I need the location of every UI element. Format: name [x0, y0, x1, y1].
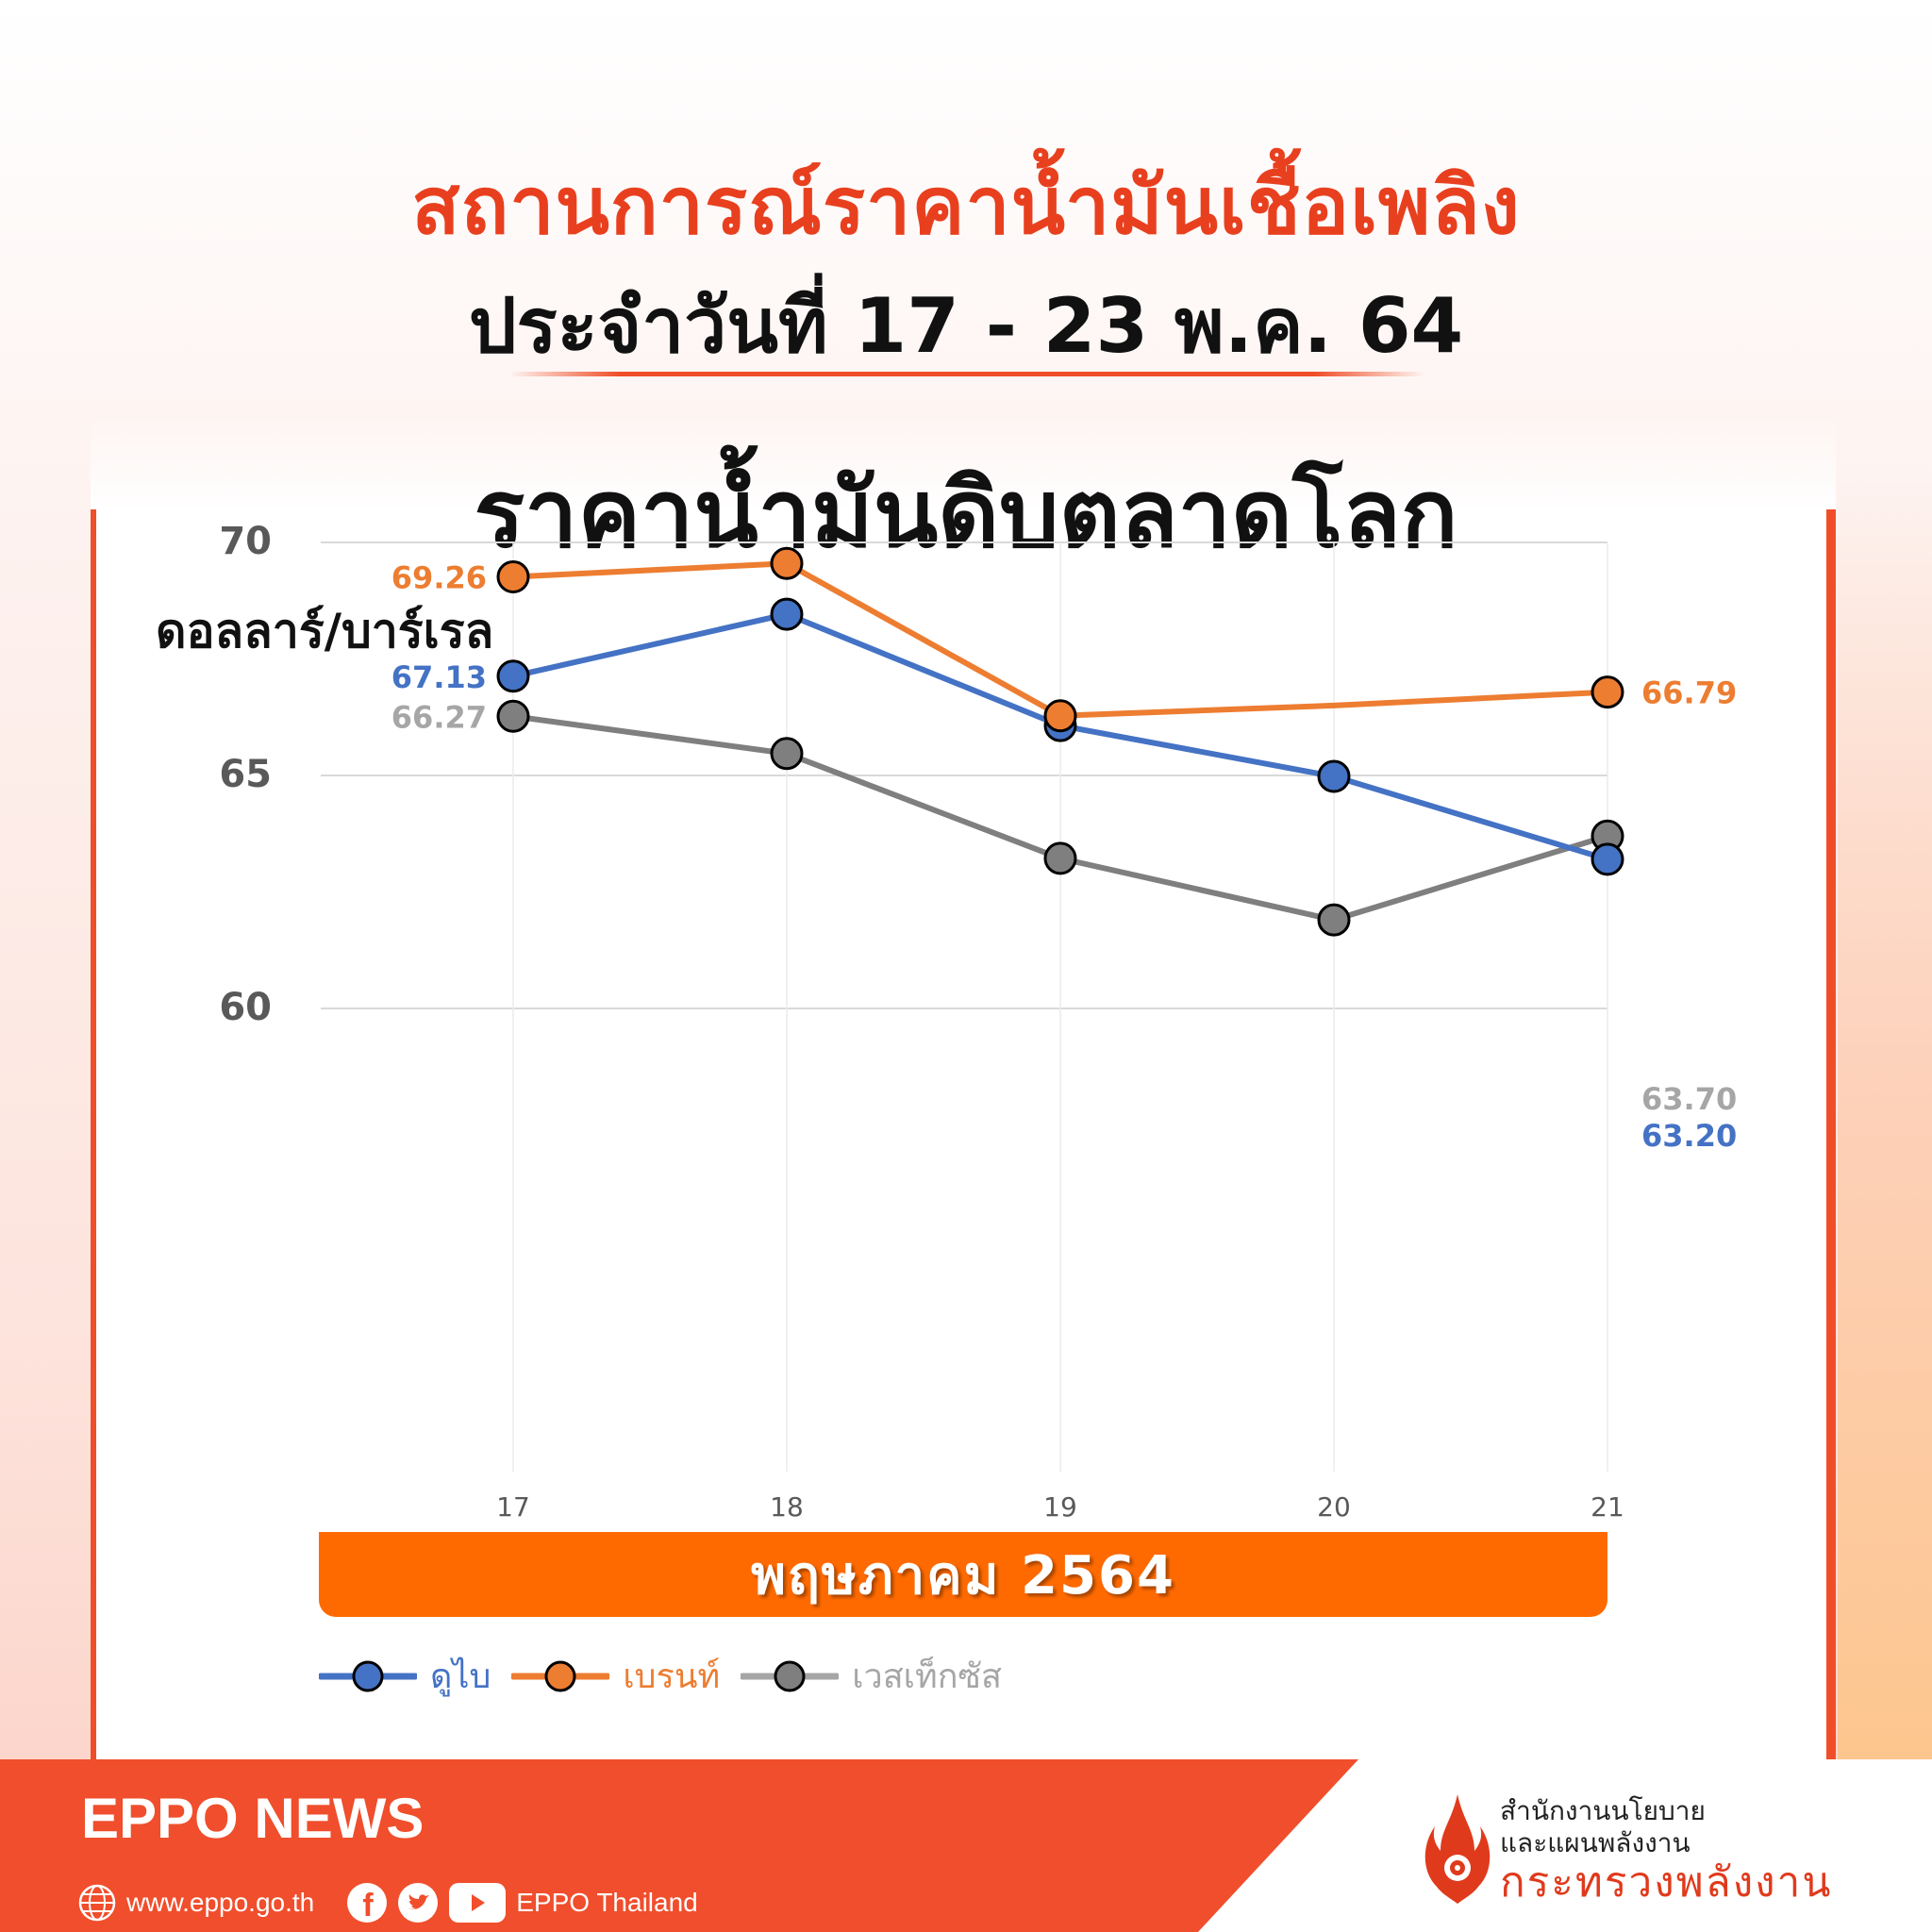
org-line-1: สำนักงานนโยบาย	[1500, 1795, 1706, 1826]
chart-grid	[321, 541, 1608, 1472]
data-value-label: 67.13	[391, 659, 487, 695]
data-value-label: 66.27	[391, 699, 487, 735]
chart-legend: ดูไบ เบรนท์ เวสเท็กซัส	[319, 1649, 1002, 1703]
x-tick-label: 18	[770, 1491, 804, 1523]
legend-label: เบรนท์	[623, 1657, 721, 1696]
data-point-marker	[770, 597, 804, 631]
data-value-label: 63.70	[1641, 1081, 1737, 1117]
legend-marker-icon	[741, 1660, 840, 1691]
social-links: www.eppo.go.th f EPPO Thailand	[77, 1882, 698, 1924]
data-value-label: 63.20	[1641, 1118, 1737, 1154]
legend-marker-icon	[511, 1660, 610, 1691]
data-point-marker	[1591, 842, 1624, 876]
website-link[interactable]: www.eppo.go.th	[126, 1888, 315, 1917]
y-tick-label: 60	[219, 986, 272, 1029]
brand-name: EPPO NEWS	[81, 1787, 425, 1850]
org-line-2: และแผนพลังงาน	[1500, 1827, 1690, 1858]
x-tick-label: 21	[1591, 1491, 1624, 1523]
date-range: ประจำวันที่ 17 - 23 พ.ค. 64	[468, 282, 1464, 370]
globe-icon	[77, 1883, 117, 1923]
ministry-name: กระทรวงพลังงาน	[1500, 1858, 1833, 1907]
title-divider	[509, 372, 1424, 376]
organization-name: สำนักงานนโยบาย และแผนพลังงาน กระทรวงพลัง…	[1500, 1795, 1832, 1907]
data-point-marker	[1317, 759, 1351, 793]
data-value-label: 69.26	[391, 560, 487, 596]
y-tick-label: 70	[219, 520, 272, 563]
data-point-marker	[770, 737, 804, 771]
y-axis-ticks: 70 65 60	[219, 520, 272, 1029]
data-point-marker	[496, 560, 530, 594]
legend-item-dubai: ดูไบ	[319, 1649, 491, 1703]
footer-banner: EPPO NEWS www.eppo.go.th f EPPO Thailand	[0, 1759, 1358, 1932]
series-markers	[496, 546, 1624, 937]
data-point-marker	[496, 659, 530, 693]
x-tick-label: 17	[496, 1491, 530, 1523]
x-axis-ticks: 17 18 19 20 21	[496, 1491, 1624, 1523]
data-value-label: 66.79	[1641, 675, 1737, 711]
page-title: สถานการณ์ราคาน้ำมันเชื้อเพลิง	[411, 159, 1521, 252]
footer: EPPO NEWS www.eppo.go.th f EPPO Thailand	[0, 1759, 1932, 1932]
legend-item-brent: เบรนท์	[511, 1649, 720, 1703]
legend-label: เวสเท็กซัส	[852, 1657, 1002, 1696]
data-point-marker	[1591, 675, 1624, 709]
twitter-icon[interactable]	[397, 1882, 439, 1924]
y-tick-label: 65	[219, 753, 272, 796]
data-point-marker	[496, 699, 530, 733]
legend-marker-icon	[319, 1660, 417, 1691]
background-decoration	[1838, 472, 1932, 1759]
month-label: พฤษภาคม 2564	[751, 1544, 1175, 1607]
month-bar: พฤษภาคม 2564	[319, 1532, 1607, 1617]
youtube-icon[interactable]	[448, 1882, 507, 1924]
data-point-marker	[1043, 699, 1077, 733]
data-point-marker	[1317, 903, 1351, 937]
svg-text:f: f	[363, 1888, 375, 1924]
card-fade	[91, 415, 1836, 509]
chart-heading: ราคาน้ำมันดิบตลาดโลก	[474, 458, 1458, 569]
x-tick-label: 19	[1043, 1491, 1077, 1523]
legend-item-wti: เวสเท็กซัส	[741, 1649, 1002, 1703]
data-point-marker	[1043, 841, 1077, 875]
data-point-marker	[770, 546, 804, 580]
ministry-flame-logo-icon	[1420, 1792, 1495, 1909]
facebook-icon[interactable]: f	[346, 1882, 388, 1924]
x-tick-label: 20	[1317, 1491, 1351, 1523]
social-account-name[interactable]: EPPO Thailand	[516, 1888, 698, 1917]
data-labels: 67.13 63.20 69.26 66.79 66.27 63.70	[391, 560, 1737, 1154]
y-axis-label: ดอลลาร์/บาร์เรล	[156, 604, 494, 658]
legend-label: ดูไบ	[430, 1657, 491, 1696]
